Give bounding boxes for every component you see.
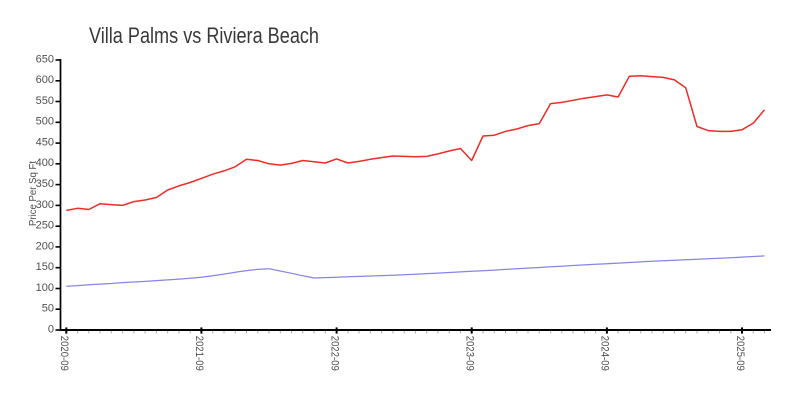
svg-text:150: 150 [36, 261, 54, 273]
svg-text:100: 100 [36, 282, 54, 294]
svg-text:400: 400 [36, 157, 54, 169]
svg-text:Price Per Sq Ft: Price Per Sq Ft [28, 161, 39, 226]
svg-text:200: 200 [36, 240, 54, 252]
svg-text:Villa Palms vs Riviera Beach: Villa Palms vs Riviera Beach [89, 23, 319, 48]
svg-text:2025-09: 2025-09 [734, 336, 746, 371]
svg-text:600: 600 [36, 74, 54, 86]
svg-text:2020-09: 2020-09 [58, 336, 70, 371]
svg-text:650: 650 [36, 53, 54, 65]
svg-text:350: 350 [36, 178, 54, 190]
svg-text:250: 250 [36, 220, 54, 232]
svg-text:500: 500 [36, 116, 54, 128]
svg-text:2023-09: 2023-09 [464, 336, 476, 371]
svg-text:450: 450 [36, 137, 54, 149]
svg-text:50: 50 [42, 303, 54, 315]
svg-text:0: 0 [48, 323, 54, 335]
svg-text:2021-09: 2021-09 [193, 336, 205, 371]
svg-text:2024-09: 2024-09 [599, 336, 611, 371]
svg-text:300: 300 [36, 199, 54, 211]
svg-text:2022-09: 2022-09 [328, 336, 340, 371]
svg-text:550: 550 [36, 95, 54, 107]
